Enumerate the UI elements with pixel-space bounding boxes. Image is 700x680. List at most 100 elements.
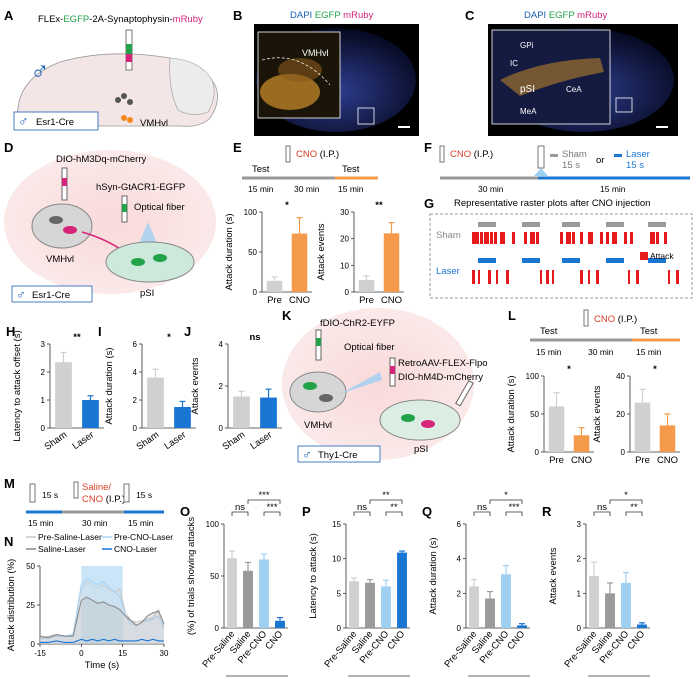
significance-marker: *** <box>258 490 269 501</box>
duration-label: 15 min <box>600 184 626 194</box>
neuron <box>63 226 77 234</box>
region-label: GPi <box>520 41 534 50</box>
neuron <box>49 216 63 224</box>
bar <box>634 402 651 452</box>
y-tick-label: 0 <box>219 424 224 433</box>
scale-bar <box>656 126 668 128</box>
bar <box>659 425 676 452</box>
y-tick-label: 0 <box>535 448 540 457</box>
y-axis-label: Attack duration (s) <box>428 537 439 614</box>
dapi-label: DAPI <box>290 10 312 21</box>
x-tick-label: Laser <box>70 429 96 452</box>
x-tick-label: Laser <box>248 429 274 452</box>
y-tick-label: 3 <box>41 340 46 349</box>
attack-event <box>636 270 639 284</box>
x-tick-label: CNO <box>657 455 678 466</box>
laser-row-label: Laser <box>436 266 460 277</box>
sham-epoch <box>562 222 580 227</box>
bar <box>365 582 375 628</box>
timeline-cno: CNO (I.P.) <box>296 149 339 160</box>
x-tick-label: Pre <box>635 455 650 466</box>
y-tick-label: 2 <box>457 589 462 598</box>
significance-marker: * <box>567 364 571 375</box>
significance-marker: * <box>624 490 628 501</box>
significance-bracket <box>369 499 403 504</box>
significance-marker: ** <box>630 502 638 513</box>
y-axis-label: Attack events <box>592 385 603 442</box>
attack-event <box>546 270 549 284</box>
region-label: VMHvl <box>140 118 168 129</box>
attack-event <box>588 232 593 244</box>
bar <box>381 586 391 628</box>
y-tick-label: 0 <box>31 640 36 649</box>
bar <box>358 280 375 292</box>
attack-event <box>580 270 583 284</box>
significance-bracket <box>609 499 643 504</box>
panel-l: L Test CNO (I.P.) Test 15 min 30 min 15 … <box>506 308 680 466</box>
egfp-label: EGFP <box>549 10 575 21</box>
bar <box>501 574 511 628</box>
male-icon: ♂ <box>30 56 50 86</box>
region-label: CeA <box>566 85 582 94</box>
attack-event <box>506 270 509 284</box>
y-tick-label: 1 <box>577 589 582 598</box>
region-label: pSI <box>520 84 535 95</box>
bar <box>485 598 495 628</box>
significance-marker: ** <box>73 332 81 343</box>
x-axis-label: Time (s) <box>85 660 119 671</box>
construct-label: FLEx-EGFP-2A-Synaptophysin-mRuby <box>38 14 203 25</box>
bar <box>174 407 191 428</box>
cno-label: CNO <box>450 149 471 160</box>
laser-duration: 15 s <box>42 490 58 500</box>
y-tick-label: 50 <box>210 572 219 581</box>
x-tick-label: -15 <box>34 649 46 658</box>
chart-p: P051015Pre-SalineSalinePre-CNOCNOLatency… <box>302 490 410 680</box>
y-axis-label: Attack events <box>316 223 327 280</box>
sham-row-label: Sham <box>436 230 461 241</box>
chart-h: H 0 1 2 3 Sham Laser Latency to attack offset (… <box>6 324 104 453</box>
panel-c: C DAPI EGFP mRuby GPi IC pSI CeA MeA <box>465 8 678 136</box>
attack-event <box>484 232 489 244</box>
y-tick-label: 0 <box>133 424 138 433</box>
region-label: MeA <box>520 107 537 116</box>
neuron-dot <box>121 93 127 99</box>
neuron <box>303 382 317 390</box>
drug-label-2: CNO (I.P.) <box>82 494 125 505</box>
attack-event <box>476 232 479 244</box>
scale-bar <box>398 126 410 128</box>
x-tick-label: Pre <box>267 295 282 306</box>
y-axis-label: Attack events <box>190 357 201 414</box>
egfp-label: EGFP <box>315 10 341 21</box>
channel-legend: DAPI EGFP mRuby <box>524 10 608 21</box>
x-tick-label: CNO <box>571 455 592 466</box>
chart-j: J 0 2 4 Sham Laser Attack events ns <box>184 324 282 453</box>
y-tick-label: 2 <box>133 396 138 405</box>
y-tick-label: 0 <box>621 448 626 457</box>
duration-label: 15 min <box>128 518 154 528</box>
series-line <box>39 596 165 639</box>
significance-bracket <box>263 511 281 516</box>
needle-fill <box>122 204 127 212</box>
panel-letter: K <box>282 308 292 323</box>
bar <box>349 581 359 628</box>
attack-event <box>600 232 603 244</box>
sham-swatch <box>550 154 558 157</box>
bar <box>259 559 269 628</box>
x-tick-label: CNO <box>505 629 527 652</box>
ip-label: (I.P.) <box>103 494 125 505</box>
roi-box <box>615 97 633 113</box>
virus-label: hSyn-GtACR1-EGFP <box>96 182 185 193</box>
timeline-test2: Test <box>640 326 658 337</box>
attack-event <box>488 270 491 284</box>
dapi-label: DAPI <box>524 10 546 21</box>
cerebellum <box>169 57 215 115</box>
sham-epoch <box>522 222 540 227</box>
virus-label: fDIO-ChR2-EYFP <box>320 318 395 329</box>
attack-event <box>668 270 670 284</box>
needle-fill <box>62 178 67 186</box>
y-tick-label: 0 <box>41 424 46 433</box>
neuron <box>131 258 145 266</box>
panel-letter: H <box>6 324 15 339</box>
y-axis-label: Attack duration (s) <box>104 347 115 424</box>
